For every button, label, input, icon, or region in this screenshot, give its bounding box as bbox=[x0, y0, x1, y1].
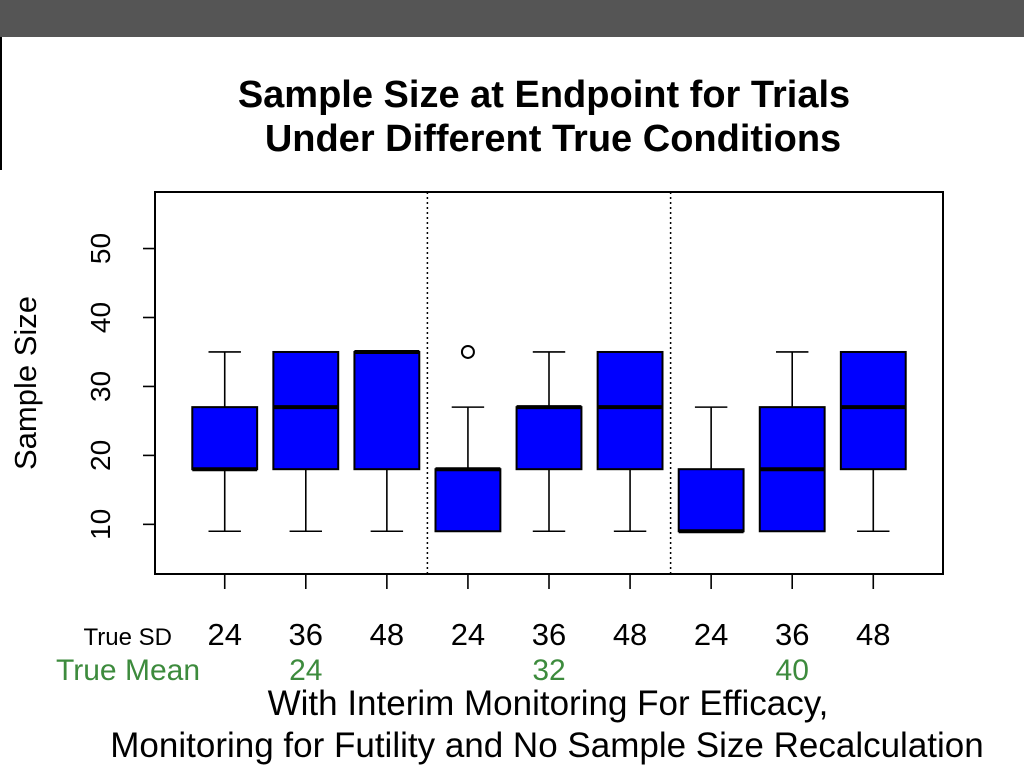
x-axis-label-line-2: Monitoring for Futility and No Sample Si… bbox=[110, 726, 983, 765]
true-sd-label: 36 bbox=[289, 617, 323, 652]
y-tick-label: 20 bbox=[85, 440, 116, 471]
row-label-true-sd: True SD bbox=[84, 624, 172, 651]
box bbox=[839, 350, 907, 471]
chart-title-line-1: Sample Size at Endpoint for Trials bbox=[238, 74, 850, 116]
true-sd-label: 48 bbox=[856, 617, 890, 652]
box bbox=[596, 350, 664, 471]
y-tick-label: 40 bbox=[85, 302, 116, 333]
chart-title-line-2: Under Different True Conditions bbox=[265, 118, 841, 160]
x-axis-label-line-1: With Interim Monitoring For Efficacy, bbox=[268, 684, 829, 723]
true-sd-label: 24 bbox=[207, 617, 241, 652]
box bbox=[434, 468, 502, 533]
box bbox=[353, 350, 421, 471]
true-mean-label: 40 bbox=[776, 654, 809, 687]
true-sd-label: 48 bbox=[613, 617, 647, 652]
true-sd-label: 24 bbox=[451, 617, 485, 652]
true-sd-label: 36 bbox=[775, 617, 809, 652]
true-sd-label: 48 bbox=[370, 617, 404, 652]
true-mean-label: 24 bbox=[289, 654, 322, 687]
box bbox=[515, 406, 583, 471]
y-tick-label: 10 bbox=[85, 509, 116, 540]
window-top-bar bbox=[0, 0, 1024, 37]
box bbox=[272, 350, 340, 471]
outlier-point bbox=[460, 344, 475, 359]
true-mean-label: 32 bbox=[532, 654, 565, 687]
window-left-border bbox=[0, 37, 2, 170]
box bbox=[677, 468, 745, 533]
y-tick-label: 30 bbox=[85, 371, 116, 402]
plot-frame bbox=[154, 191, 944, 575]
true-sd-label: 36 bbox=[532, 617, 566, 652]
true-sd-label: 24 bbox=[694, 617, 728, 652]
row-label-true-mean: True Mean bbox=[56, 654, 200, 687]
y-tick-label: 50 bbox=[85, 233, 116, 264]
y-axis-label: Sample Size bbox=[8, 296, 43, 470]
box bbox=[191, 406, 259, 471]
